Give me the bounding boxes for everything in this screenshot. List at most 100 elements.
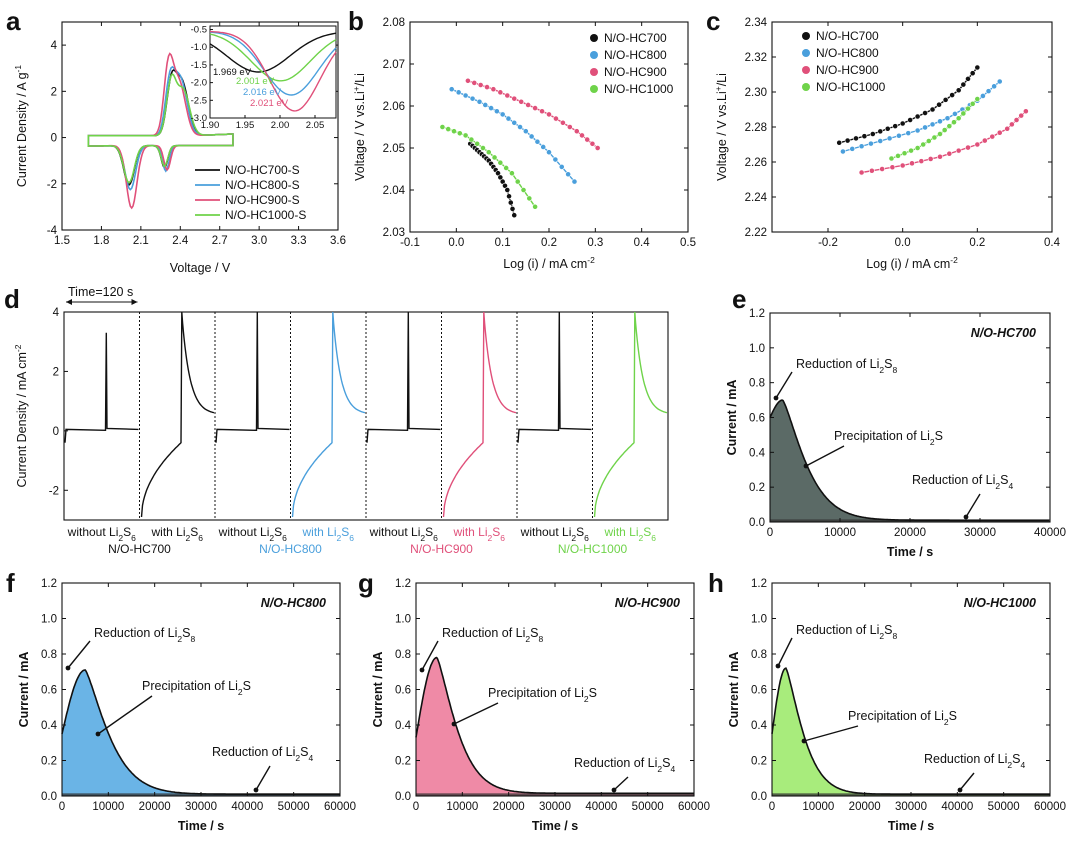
inset-curve [209,31,337,96]
data-point [517,124,523,130]
y-tick-label: 0.6 [751,685,767,697]
x-tick-label: 10000 [824,527,856,539]
x-tick-label: 0 [59,801,65,813]
data-point [853,135,859,142]
y-tick-label: 2.04 [383,185,406,197]
x-tick-label: 20000 [139,801,171,813]
data-point [996,78,1003,85]
panel-c-y-axis-label: Voltage / V vs.Li+/Li [713,73,729,181]
segment-label: with Li2S6 [603,525,656,543]
data-point [462,132,469,139]
y-tick-label: 1.0 [41,614,57,626]
data-point [914,145,921,151]
arrow-tip [775,663,781,669]
legend-marker [802,32,810,40]
inset-curve [209,33,337,82]
x-tick-label: 40000 [231,801,263,813]
inset-peak-label: 2.001 eV [236,76,275,87]
x-tick-label: 60000 [324,801,356,813]
arrow-tip [801,738,807,744]
x-tick-label: 40000 [941,801,973,813]
data-point [937,153,943,160]
y-tick-label: 0.4 [749,447,766,459]
data-point [558,163,565,170]
inset-y-tick-label: -2.0 [191,78,207,89]
data-point [929,106,936,113]
data-point [455,89,462,96]
y-tick-label: 2.24 [745,192,768,204]
segment-label: with Li2S6 [452,525,505,543]
x-tick-label: 0.5 [680,237,696,249]
panel-b-x-axis-label: Log (i) / mA cm-2 [503,255,595,271]
data-point [465,77,471,84]
data-point [471,80,478,86]
panel-g-y-axis-label: Current / mA [371,652,385,728]
data-point [491,154,498,161]
arrow-tip [65,665,71,671]
x-tick-label: 1.8 [93,235,109,247]
annotation-arrow [805,445,845,467]
y-tick-label: 1.2 [395,578,411,590]
y-tick-label: -2 [47,179,57,191]
data-point [509,205,516,212]
segment-label: without Li2S6 [67,525,136,543]
y-tick-label: 0 [53,426,59,438]
data-point [892,123,899,130]
annotation-arrow [965,493,981,518]
inset-y-tick-label: -1.0 [191,42,207,53]
x-tick-label: 0 [767,527,773,539]
x-tick-label: 30000 [964,527,996,539]
x-tick-label: -0.2 [818,237,838,249]
data-point [445,126,452,133]
data-point [477,82,484,88]
legend-marker [802,49,810,57]
x-tick-label: 50000 [988,801,1020,813]
panel-label-a: a [6,6,21,36]
inset-x-tick-label: 1.95 [236,120,255,131]
y-tick-label: 0.6 [749,413,765,425]
annotation-reduction-li2s8: Reduction of Li2S8 [442,626,543,644]
x-tick-label: 3.0 [251,235,267,247]
panel-g-sample-label: N/O-HC900 [615,596,680,610]
panel-h-nucleation-chart: 0 10000 20000 30000 40000 50000 60000 0.0 0.2 0.4… [727,578,1066,833]
x-tick-label: 30000 [539,801,571,813]
data-point [1004,125,1011,132]
y-tick-label: 2.22 [745,227,767,239]
transient-curve-1 [140,311,215,518]
annotation-precipitation-li2s: Precipitation of Li2S [834,429,943,447]
annotation-reduction-li2s8: Reduction of Li2S8 [94,626,195,644]
data-point [922,110,928,116]
y-tick-label: 2.28 [745,122,767,134]
data-point [534,138,541,145]
data-point [868,167,875,174]
data-point [960,110,967,117]
y-tick-label: 1.0 [751,614,767,626]
data-point [925,138,932,144]
transient-curve-2 [215,311,290,443]
panel-label-h: h [708,568,724,598]
data-point [858,143,865,150]
arrow-tip [95,731,101,737]
data-point [522,128,529,135]
x-tick-label: 0 [413,801,419,813]
data-point [503,165,510,171]
y-tick-label: 1.2 [749,308,765,320]
y-tick-label: 0.0 [749,517,765,529]
x-tick-label: 10000 [92,801,124,813]
data-point [905,130,912,137]
data-point [1018,112,1025,119]
panel-label-c: c [706,6,720,36]
data-point [552,156,559,163]
data-point [969,100,976,107]
data-point [949,92,956,98]
data-point [974,141,981,148]
data-point [965,144,971,151]
arrow-tip [611,787,617,793]
data-point [974,64,981,71]
y-tick-label: 1.2 [41,578,57,590]
panel-c-x-axis-label: Log (i) / mA cm-2 [866,255,958,271]
panel-g-nucleation-chart: 0 10000 20000 30000 40000 50000 60000 0.0 0.2 0.4… [371,578,710,833]
transient-curve-3 [291,311,366,518]
panel-g-current-area [416,657,694,796]
data-point [899,120,906,127]
